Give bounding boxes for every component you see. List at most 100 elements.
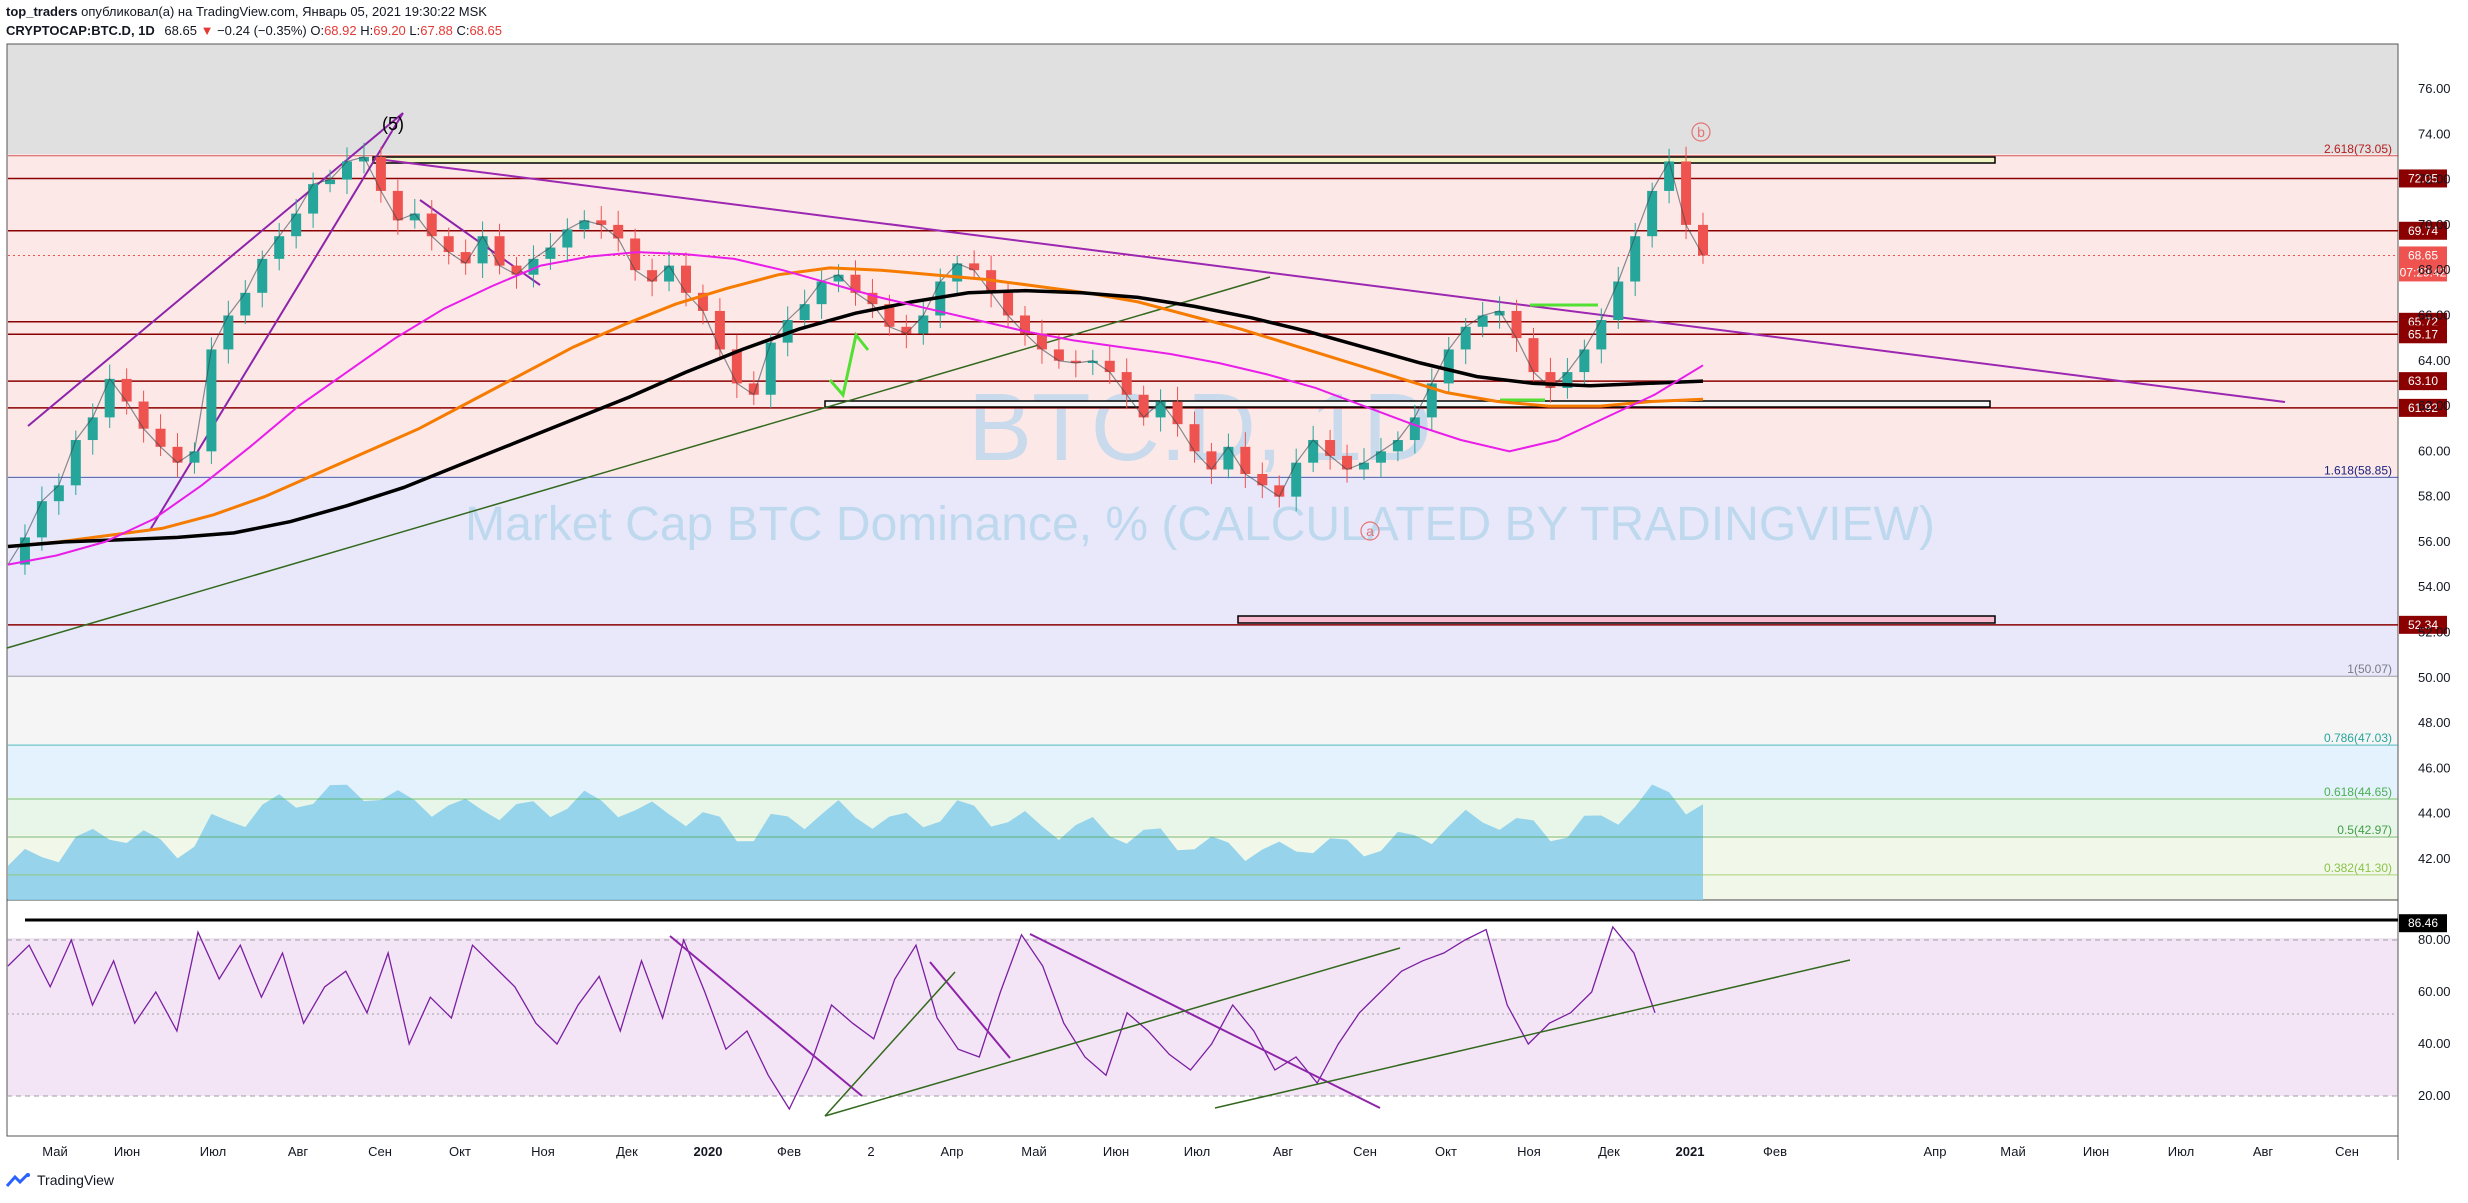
candle-body: [1003, 292, 1014, 316]
candle-body: [1443, 349, 1454, 384]
candle-body: [172, 446, 183, 463]
price-tick-label: 74.00: [2418, 126, 2451, 141]
candle-body: [1409, 417, 1420, 441]
fib-level-label: 1.618(58.85): [2324, 463, 2392, 477]
candle-body: [1630, 236, 1641, 282]
wave-label-5: (5): [382, 114, 404, 134]
candle-body: [1359, 462, 1369, 470]
pane-backgrounds: [6, 43, 2399, 1160]
time-tick-label: 2020: [694, 1144, 723, 1159]
svg-text:52.34: 52.34: [2408, 618, 2438, 632]
candle-body: [477, 236, 488, 264]
candle-body: [731, 349, 742, 384]
fib-level-label: 0.786(47.03): [2324, 731, 2392, 745]
time-tick-label: Сен: [368, 1144, 392, 1159]
svg-text:68.65: 68.65: [2408, 248, 2438, 262]
candle-body: [1257, 474, 1268, 486]
candle-body: [867, 292, 878, 305]
rsi-level-badge: 86.46: [2399, 914, 2447, 933]
candle-body: [1206, 451, 1217, 470]
candle-body: [342, 161, 352, 180]
candle-body: [1664, 161, 1675, 191]
candle-body: [1545, 372, 1556, 388]
svg-text:69.74: 69.74: [2408, 224, 2438, 238]
price-level-badge: 07:29:42: [2399, 263, 2447, 282]
time-tick-label: Фев: [777, 1144, 801, 1159]
time-axis[interactable]: Май Июн Июл Авг Сен Окт Ноя Дек 2020 Фев 2 Апр Май Ию…: [42, 1144, 2359, 1159]
time-tick-label: Дек: [616, 1144, 638, 1159]
candle-body: [494, 236, 505, 266]
candle-body: [155, 428, 166, 447]
rsi-axis[interactable]: 80.00 60.00 40.00 20.00 86.46: [2399, 914, 2451, 1103]
time-tick-label: Май: [1021, 1144, 1046, 1159]
rsi-tick-label: 60.00: [2418, 984, 2451, 999]
wave-annotations: (5) b a: [382, 114, 1711, 541]
price-tick-label: 64.00: [2418, 353, 2451, 368]
price-tick-label: 48.00: [2418, 715, 2451, 730]
candle-body: [884, 304, 895, 327]
fib-level-label: 0.5(42.97): [2337, 823, 2392, 837]
wave-label-b: b: [1697, 124, 1705, 140]
candle-body: [240, 292, 251, 316]
rsi-line: [7, 925, 1656, 1111]
fib-level-label: 0.382(41.30): [2324, 861, 2392, 875]
candle-body: [1613, 281, 1624, 320]
price-tick-label: 50.00: [2418, 670, 2451, 685]
svg-text:72.05: 72.05: [2408, 171, 2438, 185]
time-tick-label: 2021: [1676, 1144, 1705, 1159]
open-value: 68.92: [324, 23, 357, 38]
candle-body: [206, 349, 217, 452]
price-tick-label: 70.00: [2418, 217, 2451, 232]
price-tick-label: 44.00: [2418, 806, 2451, 821]
moving-average-line: [7, 266, 1704, 548]
price-tick-label: 52.00: [2418, 625, 2451, 640]
candle-body: [664, 265, 675, 282]
candle-body: [1342, 455, 1353, 470]
drawn-rectangles[interactable]: [372, 156, 1996, 624]
price-level-badge: 65.17: [2399, 325, 2447, 344]
candle-body: [952, 263, 963, 282]
time-tick-label: Май: [2000, 1144, 2025, 1159]
price-level-badge: 68.65: [2399, 246, 2447, 265]
down-arrow-icon: ▼: [200, 23, 214, 38]
price-line: [7, 156, 1704, 565]
candle-body: [596, 220, 607, 225]
candle-body: [1579, 349, 1590, 373]
tradingview-brand[interactable]: TradingView: [6, 1172, 114, 1188]
chart-header: top_traders опубликовал(а) на TradingVie…: [6, 2, 502, 40]
candle-body: [833, 274, 844, 282]
candle-body: [121, 378, 132, 402]
price-tick-label: 54.00: [2418, 579, 2451, 594]
time-tick-label: Июл: [1184, 1144, 1210, 1159]
high-label: H:: [360, 23, 374, 38]
price-tick-label: 42.00: [2418, 851, 2451, 866]
moving-average-line: [7, 251, 1704, 566]
price-tick-label: 56.00: [2418, 534, 2451, 549]
low-label: L:: [409, 23, 421, 38]
price-axis[interactable]: 76.00 74.00 72.00 70.00 68.00 66.00 64.00 62.00…: [2418, 81, 2451, 866]
price-tick-label: 60.00: [2418, 443, 2451, 458]
candle-body: [1494, 310, 1505, 316]
svg-text:86.46: 86.46: [2408, 916, 2438, 930]
price-level-badge: 69.74: [2399, 221, 2447, 240]
trendlines[interactable]: [6, 112, 2286, 649]
wave-label-a: a: [1366, 523, 1374, 539]
moving-average-line: [7, 288, 1704, 549]
candle-body: [1681, 161, 1692, 225]
author-name[interactable]: top_traders: [6, 4, 78, 19]
time-tick-label: Ноя: [531, 1144, 555, 1159]
rsi-tick-label: 40.00: [2418, 1036, 2451, 1051]
close-label: C:: [456, 23, 470, 38]
candle-body: [528, 258, 539, 275]
brand-label: TradingView: [37, 1172, 115, 1188]
candle-body: [714, 310, 725, 350]
time-tick-label: Май: [42, 1144, 67, 1159]
candle-body: [545, 247, 556, 259]
time-tick-label: Июн: [114, 1144, 140, 1159]
price-tick-label: 62.00: [2418, 398, 2451, 413]
candle-body: [1020, 315, 1030, 334]
watermark-description: Market Cap BTC Dominance, % (CALCULATED …: [465, 498, 1935, 551]
candle-body: [1291, 462, 1302, 497]
price-tick-label: 58.00: [2418, 489, 2451, 504]
